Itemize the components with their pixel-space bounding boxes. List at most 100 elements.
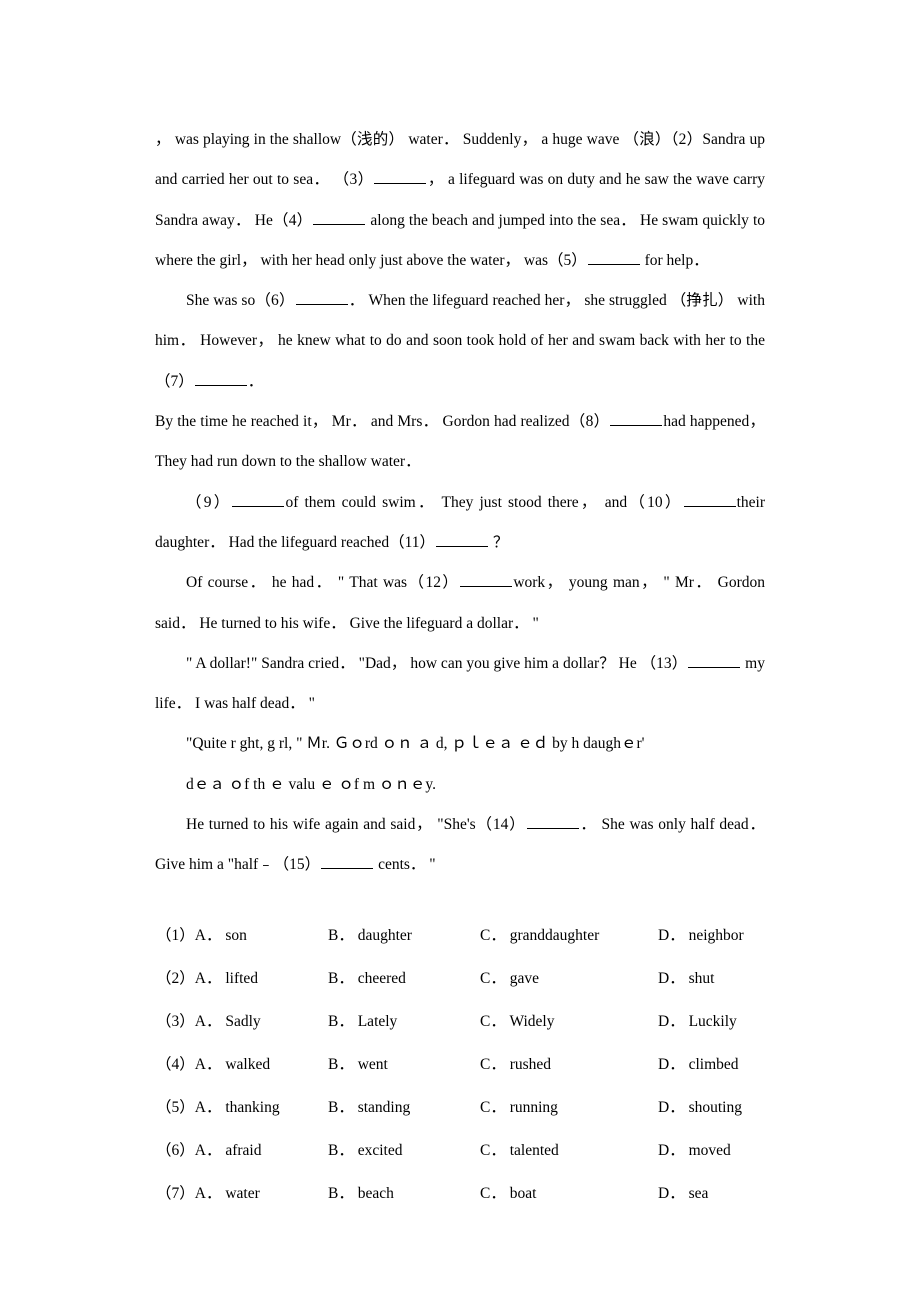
option-letter: C．: [480, 1099, 506, 1116]
option-text: son: [225, 927, 247, 944]
option-letter: D．: [658, 1185, 685, 1202]
paragraph-7: "Quite r ght, g rl, " Ｍr. Ｇｏrd ｏｎ ａ d, ｐ…: [155, 724, 765, 764]
option-text: rushed: [510, 1056, 551, 1073]
passage-text: of them could swim． They just stood ther…: [285, 494, 682, 511]
passage-text: She was so（6）: [186, 292, 295, 309]
blank-6[interactable]: [296, 289, 348, 305]
option-text: climbed: [689, 1056, 739, 1073]
option-letter: A．: [195, 927, 222, 944]
option-number: （7）: [156, 1185, 195, 1202]
option-text: boat: [510, 1185, 537, 1202]
option-letter: A．: [195, 1013, 222, 1030]
option-letter: B．: [328, 1056, 354, 1073]
option-text: granddaughter: [510, 927, 600, 944]
passage-text: By the time he reached it， Mr． and Mrs． …: [155, 413, 609, 430]
option-text: afraid: [225, 1142, 261, 1159]
blank-5[interactable]: [588, 249, 640, 265]
blank-9[interactable]: [232, 491, 284, 507]
blank-15[interactable]: [321, 854, 373, 870]
passage-text: cents． ": [374, 856, 435, 873]
option-text: sea: [689, 1185, 709, 1202]
blank-4[interactable]: [313, 209, 365, 225]
blank-3[interactable]: [374, 169, 426, 185]
option-letter: D．: [658, 1013, 685, 1030]
option-number: （4）: [156, 1056, 195, 1073]
option-text: cheered: [358, 970, 406, 987]
passage-text-spaced: dｅａ ｏf th ｅ valu ｅ ｏf m ｏｎｅy.: [186, 776, 436, 793]
paragraph-3: By the time he reached it， Mr． and Mrs． …: [155, 402, 765, 483]
option-letter: D．: [658, 927, 685, 944]
option-number: （3）: [156, 1013, 195, 1030]
option-number: （2）: [156, 970, 195, 987]
blank-8[interactable]: [610, 410, 662, 426]
blank-10[interactable]: [684, 491, 736, 507]
blank-7[interactable]: [195, 370, 247, 386]
option-text: Lately: [358, 1013, 398, 1030]
passage-text: （9）: [186, 494, 231, 511]
passage-text: ？: [489, 534, 508, 551]
option-text: daughter: [358, 927, 412, 944]
option-text: neighbor: [689, 927, 744, 944]
blank-13[interactable]: [688, 652, 740, 668]
paragraph-5: Of course． he had． " That was（12）work， y…: [155, 563, 765, 644]
paragraph-4: （9） of them could swim． They just stood t…: [155, 483, 765, 564]
paragraph-1: ， was playing in the shallow（浅的） water． …: [155, 120, 765, 281]
option-letter: D．: [658, 1056, 685, 1073]
option-letter: B．: [328, 1099, 354, 1116]
option-row: （3）A． Sadly B． Lately C． Widely D． Lucki…: [155, 1000, 765, 1043]
option-text: moved: [689, 1142, 731, 1159]
options-table: （1）A． son B． daughter C． granddaughter D…: [155, 914, 765, 1215]
blank-11[interactable]: [436, 531, 488, 547]
option-text: thanking: [225, 1099, 279, 1116]
option-letter: D．: [658, 1099, 685, 1116]
passage-text-spaced: "Quite r ght, g rl, " Ｍr. Ｇｏrd ｏｎ ａ d, ｐ…: [186, 735, 644, 752]
option-text: shut: [689, 970, 715, 987]
option-letter: B．: [328, 1013, 354, 1030]
option-number: （6）: [156, 1142, 195, 1159]
option-row: （1）A． son B． daughter C． granddaughter D…: [155, 914, 765, 957]
paragraph-2: She was so（6）． When the lifeguard reache…: [155, 281, 765, 402]
passage-text: for help．: [641, 252, 709, 269]
blank-12[interactable]: [460, 572, 512, 588]
passage-text: ．: [248, 373, 264, 390]
option-letter: D．: [658, 1142, 685, 1159]
option-letter: A．: [195, 970, 222, 987]
option-text: Luckily: [689, 1013, 737, 1030]
option-number: （1）: [156, 927, 195, 944]
paragraph-6: " A dollar!" Sandra cried． "Dad， how can…: [155, 644, 765, 725]
option-text: Widely: [509, 1013, 554, 1030]
option-letter: C．: [480, 970, 506, 987]
option-row: （7）A． water B． beach C． boat D． sea: [155, 1172, 765, 1215]
paragraph-7b: dｅａ ｏf th ｅ valu ｅ ｏf m ｏｎｅy.: [155, 765, 765, 805]
option-letter: A．: [195, 1185, 222, 1202]
option-text: went: [358, 1056, 388, 1073]
option-number: （5）: [156, 1099, 195, 1116]
passage-text: " A dollar!" Sandra cried． "Dad， how can…: [186, 655, 687, 672]
option-row: （6）A． afraid B． excited C． talented D． m…: [155, 1129, 765, 1172]
option-letter: D．: [658, 970, 685, 987]
option-text: beach: [358, 1185, 394, 1202]
option-letter: C．: [480, 1013, 506, 1030]
option-text: shouting: [689, 1099, 742, 1116]
option-row: （5）A． thanking B． standing C． running D．…: [155, 1086, 765, 1129]
option-text: talented: [510, 1142, 559, 1159]
option-letter: A．: [195, 1056, 222, 1073]
option-letter: C．: [480, 927, 506, 944]
passage-text: Of course． he had． " That was（12）: [186, 574, 459, 591]
options-block: （1）A． son B． daughter C． granddaughter D…: [155, 914, 765, 1215]
option-letter: A．: [195, 1099, 222, 1116]
option-letter: B．: [328, 1185, 354, 1202]
paragraph-8: He turned to his wife again and said， "S…: [155, 805, 765, 886]
option-text: excited: [358, 1142, 403, 1159]
option-text: running: [510, 1099, 558, 1116]
option-letter: C．: [480, 1056, 506, 1073]
option-row: （4）A． walked B． went C． rushed D． climbe…: [155, 1043, 765, 1086]
option-row: （2）A． lifted B． cheered C． gave D． shut: [155, 957, 765, 1000]
option-text: water: [225, 1185, 259, 1202]
option-text: standing: [358, 1099, 411, 1116]
document-page: ， was playing in the shallow（浅的） water． …: [0, 0, 920, 1302]
option-letter: C．: [480, 1142, 506, 1159]
option-letter: B．: [328, 970, 354, 987]
option-letter: B．: [328, 927, 354, 944]
blank-14[interactable]: [527, 813, 579, 829]
